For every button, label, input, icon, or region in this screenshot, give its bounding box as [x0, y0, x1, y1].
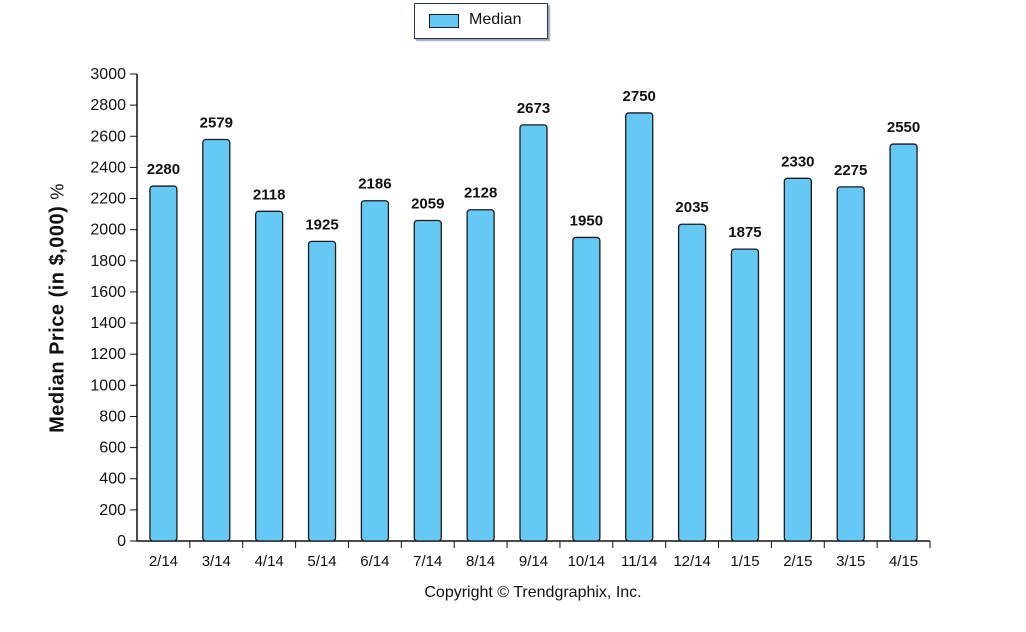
x-tick-label: 8/14 [466, 553, 495, 570]
y-tick-label: 1800 [90, 253, 126, 270]
y-axis-label: Median Price (in $,000) % [47, 183, 70, 433]
legend-label-median: Median [469, 11, 522, 28]
data-label: 1925 [305, 216, 338, 233]
y-tick-label: 200 [99, 502, 126, 519]
y-tick-label: 1000 [90, 377, 126, 394]
bar [783, 177, 812, 542]
y-tick-label: 3000 [90, 66, 126, 83]
bar [519, 124, 548, 542]
x-tick-label: 10/14 [568, 553, 606, 570]
y-tick-label: 2000 [90, 222, 126, 239]
y-tick-label: 2800 [90, 97, 126, 114]
data-label: 2186 [358, 176, 391, 193]
data-label: 2673 [517, 100, 550, 117]
legend: Median [414, 3, 548, 39]
x-tick-label: 4/14 [255, 553, 284, 570]
data-label: 1875 [728, 224, 761, 241]
data-label: 1950 [570, 212, 603, 229]
data-label: 2059 [411, 195, 444, 212]
y-axis-label-unit: % [47, 183, 68, 200]
data-label: 2118 [253, 186, 286, 203]
x-tick-label: 7/14 [413, 553, 442, 570]
y-tick-label: 1200 [90, 346, 126, 363]
y-tick-label: 2600 [90, 128, 126, 145]
x-tick-label: 9/14 [519, 553, 548, 570]
y-tick-label: 2400 [90, 159, 126, 176]
data-label: 2330 [781, 153, 814, 170]
data-label: 2275 [834, 162, 867, 179]
x-tick-label: 4/15 [889, 553, 918, 570]
bar [466, 209, 495, 542]
bar [255, 210, 284, 542]
bar [625, 112, 654, 542]
y-axis-label-text: Median Price (in $,000) [46, 205, 69, 433]
y-tick-label: 0 [117, 533, 126, 550]
x-tick-label: 12/14 [673, 553, 711, 570]
x-tick-label: 1/15 [730, 553, 759, 570]
bar [413, 219, 442, 542]
x-tick-label: 5/14 [307, 553, 336, 570]
data-label: 2550 [887, 119, 920, 136]
data-label: 2579 [200, 115, 233, 132]
y-tick-label: 1400 [90, 315, 126, 332]
x-tick-label: 2/15 [783, 553, 812, 570]
legend-swatch-median [429, 14, 459, 28]
y-tick-label: 1600 [90, 284, 126, 301]
copyright-text: Copyright © Trendgraphix, Inc. [424, 584, 642, 601]
data-label: 2750 [623, 88, 656, 105]
y-tick-label: 600 [99, 440, 126, 457]
x-tick-label: 6/14 [360, 553, 389, 570]
bar [307, 240, 337, 542]
bar [360, 200, 390, 542]
y-tick-label: 800 [99, 408, 126, 425]
x-tick-label: 3/15 [836, 553, 865, 570]
data-label: 2280 [147, 161, 180, 178]
x-tick-label: 2/14 [149, 553, 178, 570]
bar [889, 143, 918, 542]
x-tick-label: 11/14 [621, 553, 657, 570]
x-tick-label: 3/14 [202, 553, 231, 570]
bar [202, 138, 231, 542]
bar [572, 236, 601, 542]
bar [677, 223, 707, 542]
bar [836, 186, 865, 542]
y-tick-label: 400 [99, 471, 126, 488]
bar [730, 248, 760, 542]
data-label: 2128 [464, 185, 497, 202]
y-tick-label: 2200 [90, 191, 126, 208]
data-label: 2035 [675, 199, 708, 216]
bar [149, 185, 178, 542]
